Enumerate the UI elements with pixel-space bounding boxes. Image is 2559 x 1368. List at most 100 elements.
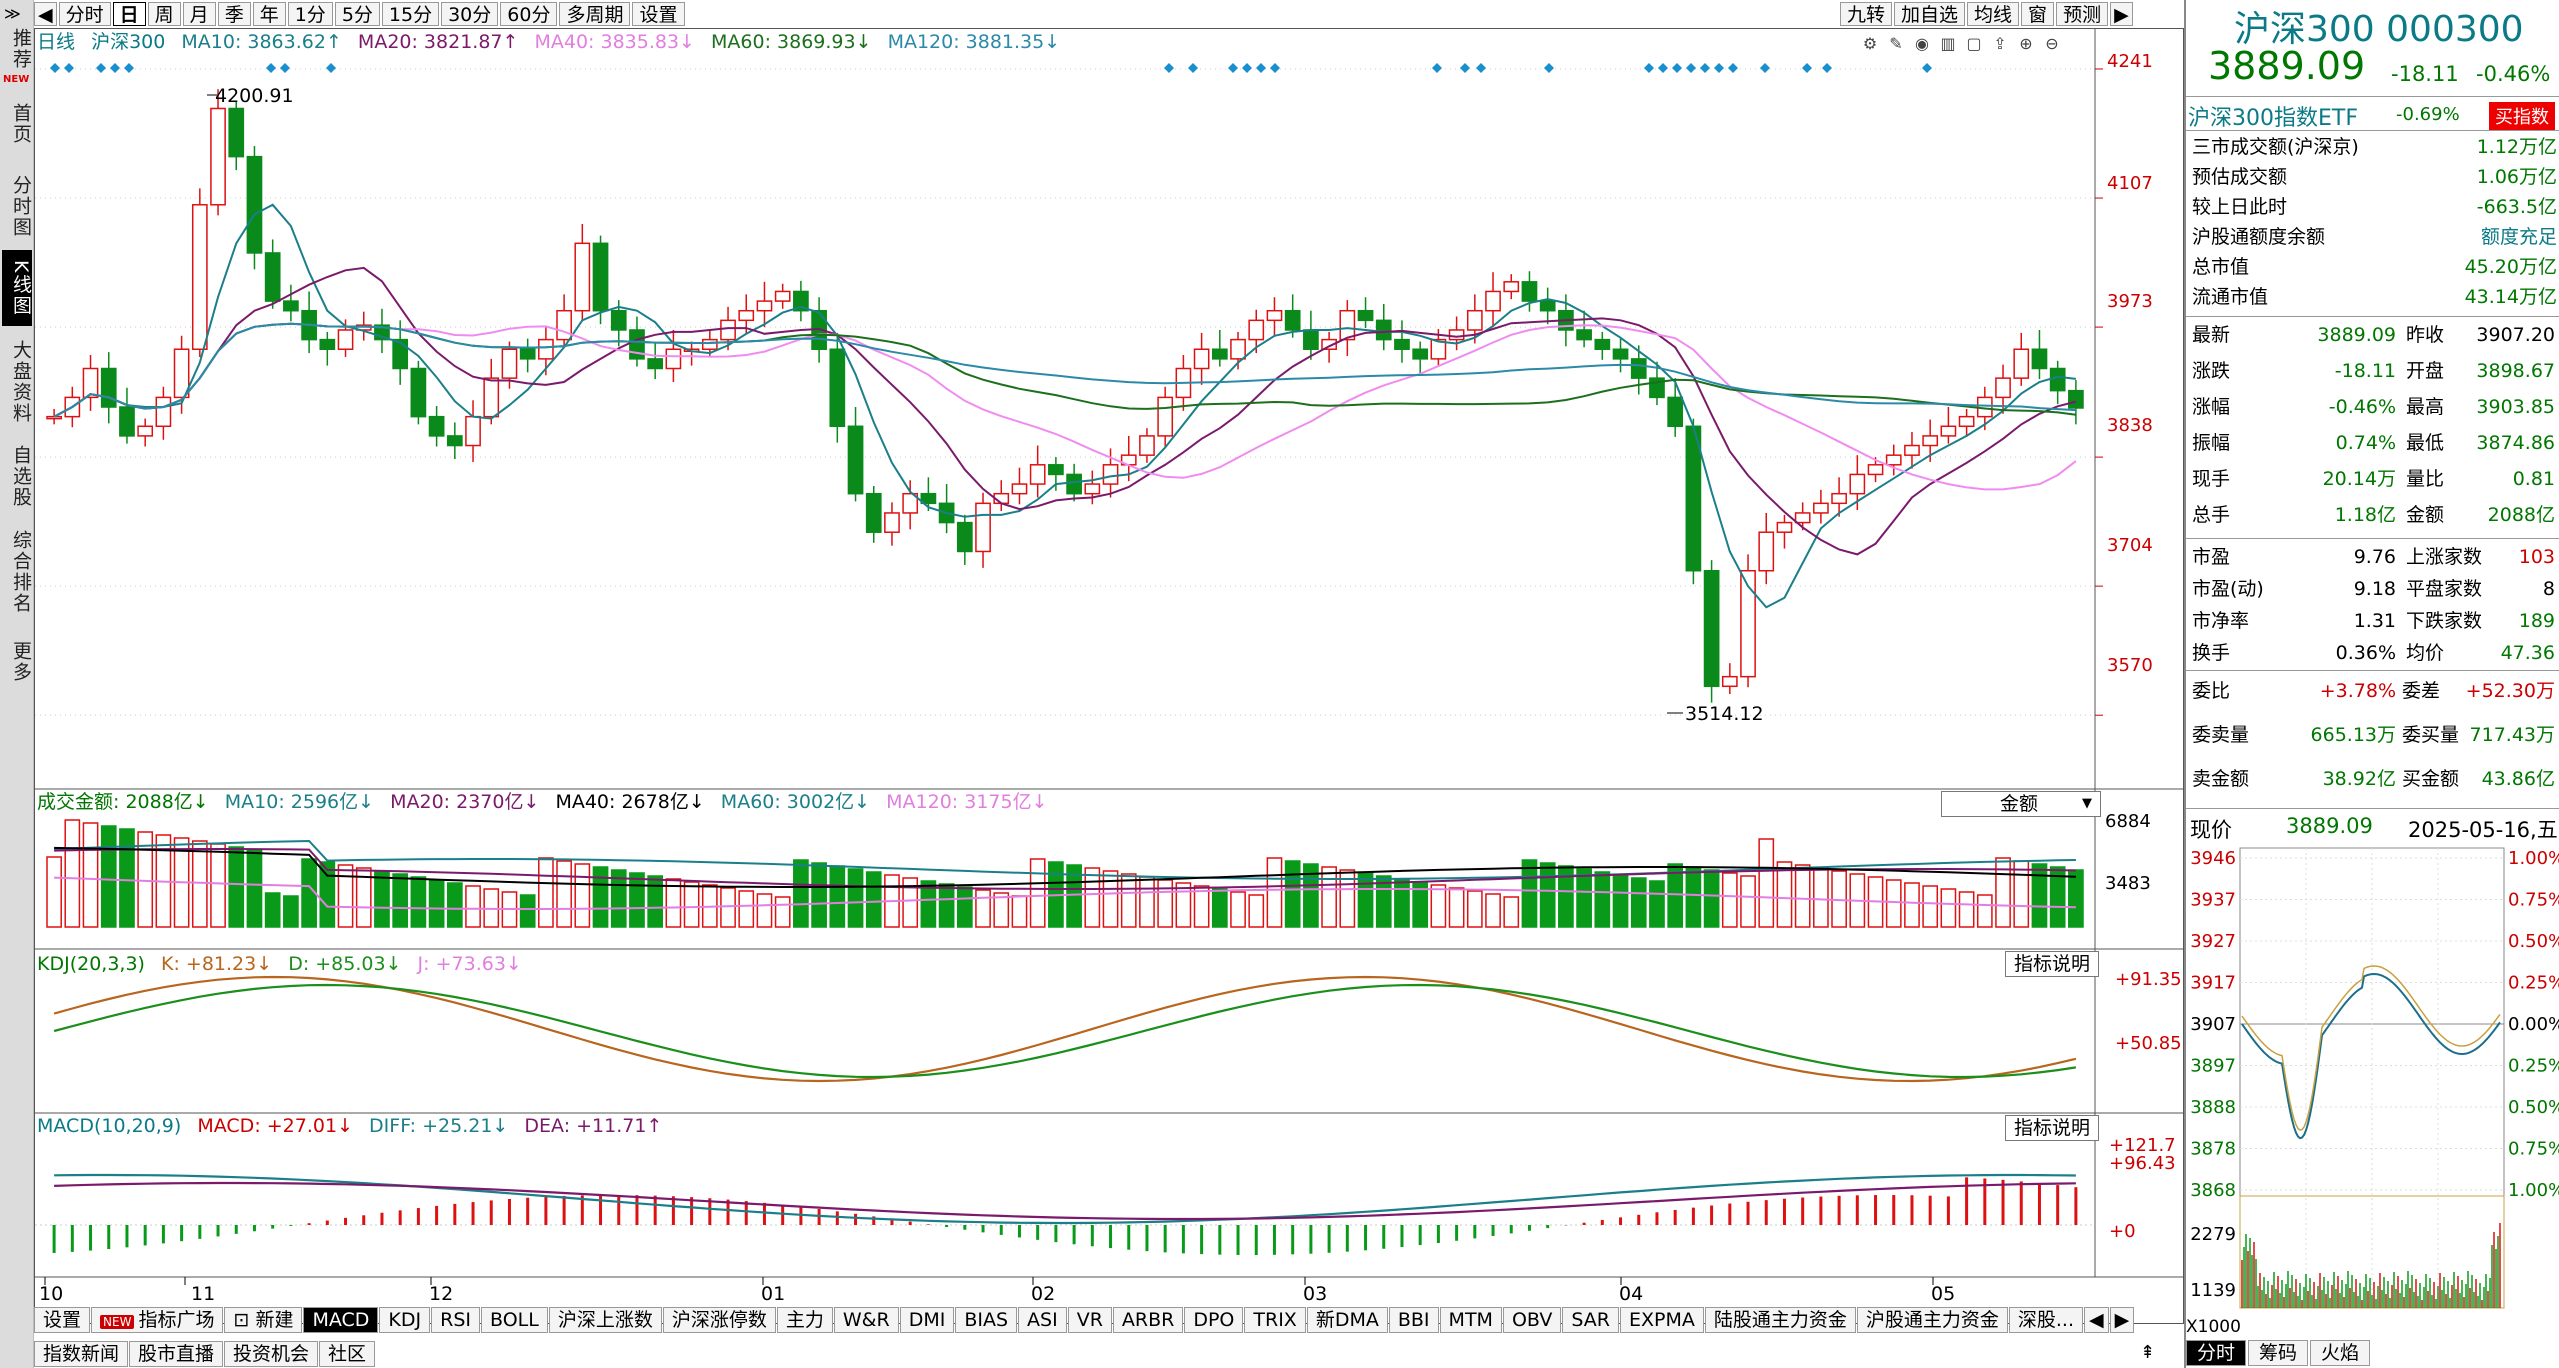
prev-arrow-icon[interactable]: ◀	[34, 2, 57, 26]
ind-tab-vr[interactable]: VR	[1067, 1307, 1112, 1333]
ind-tab-wr[interactable]: W&R	[833, 1307, 899, 1333]
tab-week[interactable]: 周	[147, 2, 181, 26]
ind-tab-trix[interactable]: TRIX	[1244, 1307, 1306, 1333]
macd-help-button[interactable]: 指标说明	[2005, 1115, 2100, 1141]
ind-tab-new[interactable]: ⊡ 新建	[224, 1307, 303, 1333]
tab-15min[interactable]: 15分	[381, 2, 440, 26]
grid3-cell: 委差	[2402, 680, 2441, 702]
mini-price: 3889.09	[2286, 814, 2373, 838]
mini-right-label: 0.75%	[2508, 1139, 2559, 1160]
ind-tab-dpo[interactable]: DPO	[1184, 1307, 1244, 1333]
buy-index-button[interactable]: 买指数	[2489, 102, 2555, 130]
ind-tab-macd[interactable]: MACD	[303, 1307, 379, 1333]
nav-watchlist[interactable]: 自选股	[10, 444, 32, 508]
tool-ma-lines[interactable]: 均线	[1967, 2, 2020, 26]
ind-tab-square[interactable]: NEW 指标广场	[91, 1307, 224, 1333]
tab-settings[interactable]: 设置	[632, 2, 685, 26]
grid1-cell: 涨跌	[2192, 360, 2231, 382]
macd-diff-line	[54, 1173, 2076, 1225]
ind-tab-settings[interactable]: 设置	[34, 1307, 91, 1333]
nav-timeshare[interactable]: 分时图	[10, 174, 32, 238]
ind-tab-dma[interactable]: 新DMA	[1306, 1307, 1388, 1333]
ind-tab-rsi[interactable]: RSI	[431, 1307, 480, 1333]
volume-bar	[1466, 890, 1483, 928]
ind-tab-main-force[interactable]: 主力	[776, 1307, 833, 1333]
candle-body	[1394, 338, 1410, 350]
mini-tab-flame[interactable]: 火焰	[2310, 1340, 2371, 1366]
nav-home[interactable]: 首页	[10, 103, 32, 145]
link-opportunity[interactable]: 投资机会	[224, 1341, 319, 1367]
tab-5min[interactable]: 5分	[334, 2, 380, 26]
etf-link[interactable]: 沪深300指数ETF	[2188, 106, 2358, 131]
settings-icon[interactable]: ⚙	[1862, 34, 1878, 53]
ind-tab-kdj[interactable]: KDJ	[379, 1307, 431, 1333]
tab-timeshare[interactable]: 分时	[58, 2, 111, 26]
grid1-cell: 最低	[2406, 432, 2445, 454]
ind-tab-sz[interactable]: 深股...	[2008, 1307, 2084, 1333]
export-icon[interactable]: ⇪	[1993, 34, 2007, 53]
nav-more[interactable]: 更多	[10, 641, 32, 683]
ind-tab-asi[interactable]: ASI	[1018, 1307, 1067, 1333]
link-live[interactable]: 股市直播	[129, 1341, 224, 1367]
draw-icon[interactable]: ✎	[1889, 34, 1903, 53]
nav-recommend[interactable]: 推荐	[10, 28, 32, 70]
nav-kline[interactable]: K线图	[2, 250, 32, 326]
kdj-legend-d: D: +85.03↓	[288, 953, 402, 975]
tool-forecast[interactable]: 预测	[2056, 2, 2109, 26]
volume-bar	[1102, 870, 1119, 928]
trash-icon[interactable]: ▥	[1940, 34, 1956, 53]
link-index-news[interactable]: 指数新闻	[34, 1341, 129, 1367]
grid2-cell: 103	[2518, 546, 2555, 568]
candle-body	[1958, 415, 1975, 428]
kline-chart-area[interactable]: 日线 沪深300 MA10: 3863.62↑ MA20: 3821.87↑ M…	[34, 28, 2185, 1324]
ind-tab-limit-up[interactable]: 沪深涨停数	[662, 1307, 776, 1333]
tab-30min[interactable]: 30分	[441, 2, 499, 26]
tab-day[interactable]: 日	[112, 2, 146, 26]
mini-tab-chips[interactable]: 筹码	[2248, 1340, 2309, 1366]
ind-tab-up-count[interactable]: 沪深上涨数	[548, 1307, 662, 1333]
ind-tab-dmi[interactable]: DMI	[899, 1307, 955, 1333]
ind-tab-bias[interactable]: BIAS	[955, 1307, 1018, 1333]
eye-icon[interactable]: ◉	[1915, 34, 1929, 53]
ind-tab-expma[interactable]: EXPMA	[1619, 1307, 1704, 1333]
ind-tab-hk-main[interactable]: 陆股通主力资金	[1704, 1307, 1856, 1333]
ind-tab-mtm[interactable]: MTM	[1439, 1307, 1502, 1333]
tab-year[interactable]: 年	[252, 2, 286, 26]
collapse-icon[interactable]: ≫	[4, 4, 21, 23]
vol-type-select[interactable]: 金额 ▼	[1941, 791, 2101, 817]
kdj-legend-name: KDJ(20,3,3)	[37, 953, 145, 975]
grid3-cell: 38.92亿	[2322, 768, 2396, 790]
link-community[interactable]: 社区	[319, 1341, 376, 1367]
tab-quarter[interactable]: 季	[217, 2, 251, 26]
candle-body	[173, 348, 190, 399]
zoom-out-icon[interactable]: ⊖	[2045, 34, 2059, 53]
tab-60min[interactable]: 60分	[500, 2, 558, 26]
signal-diamond	[1728, 63, 1738, 73]
ind-tab-sh-main[interactable]: 沪股通主力资金	[1856, 1307, 2008, 1333]
ind-tab-boll[interactable]: BOLL	[481, 1307, 548, 1333]
tool-window[interactable]: 窗	[2021, 2, 2055, 26]
zoom-in-icon[interactable]: ⊕	[2019, 34, 2033, 53]
tool-add-watch[interactable]: 加自选	[1894, 2, 1966, 26]
nav-market-info[interactable]: 大盘资料	[10, 340, 32, 424]
ind-tab-sar[interactable]: SAR	[1562, 1307, 1619, 1333]
lock-icon[interactable]: ▢	[1966, 34, 1982, 53]
nav-ranking[interactable]: 综合排名	[10, 530, 32, 614]
mini-timeshare-chart[interactable]: 3946 1.00% 3937 0.75% 3927 0.50% 3917 0.25% 3907…	[2186, 844, 2559, 1338]
tab-multi-period[interactable]: 多周期	[559, 2, 631, 26]
ind-tab-obv[interactable]: OBV	[1502, 1307, 1562, 1333]
next-arrow-icon[interactable]: ▶	[2110, 2, 2133, 26]
ind-tab-arbr[interactable]: ARBR	[1112, 1307, 1184, 1333]
price-axis-2: 3973	[2107, 291, 2153, 312]
tabs-right-icon[interactable]: ▶	[2109, 1307, 2135, 1333]
pin-icon[interactable]: ⇞	[2140, 1342, 2156, 1363]
ind-tab-bbi[interactable]: BBI	[1388, 1307, 1439, 1333]
tab-1min[interactable]: 1分	[287, 2, 333, 26]
kdj-help-button[interactable]: 指标说明	[2005, 951, 2100, 977]
candle-body	[1703, 569, 1720, 688]
tool-nine-turn[interactable]: 九转	[1840, 2, 1893, 26]
tabs-left-icon[interactable]: ◀	[2084, 1307, 2109, 1333]
tab-month[interactable]: 月	[182, 2, 216, 26]
candle-body	[1029, 464, 1046, 485]
mini-tab-timeshare[interactable]: 分时	[2186, 1340, 2247, 1366]
